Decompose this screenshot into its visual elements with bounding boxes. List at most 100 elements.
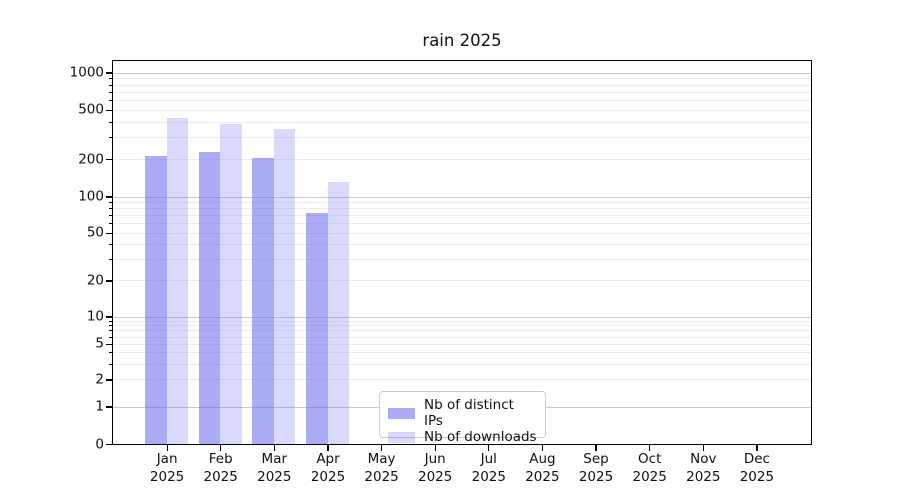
gridline-minor [113,109,811,111]
y-tick-label: 1000 [69,64,104,81]
gridline-minor [113,159,811,161]
gridline-minor [113,202,811,203]
x-tick-mark [756,445,758,451]
y-tick-label: 0 [95,435,104,452]
y-tick-mark [106,406,113,408]
gridline-minor [113,280,811,282]
gridline-minor [113,223,811,225]
y-minor-tick-mark [109,325,113,327]
bar-nb-of-downloads [220,123,242,444]
x-tick-label: May 2025 [340,451,424,486]
x-tick-mark [649,445,651,451]
x-tick-mark [381,445,383,451]
y-tick-mark [106,379,113,381]
y-tick-mark [106,443,113,446]
x-tick-label-year: 2025 [203,468,238,485]
y-minor-tick-mark [109,330,113,332]
bar-nb-of-downloads [273,128,296,444]
x-tick-mark [220,445,222,451]
y-tick-label: 50 [86,224,104,241]
x-tick-label-year: 2025 [632,468,667,485]
x-tick-label: Jan 2025 [125,451,209,486]
x-tick-mark [702,445,704,451]
x-tick-label-year: 2025 [418,468,453,485]
x-tick-label-year: 2025 [149,468,185,485]
x-tick-label: Nov 2025 [661,451,745,486]
x-tick-label-month: Apr [316,451,340,467]
gridline-minor [113,352,811,354]
legend-label: Nb of downloads [424,429,537,445]
y-minor-tick-mark [109,259,113,261]
gridline-minor [113,215,811,217]
gridline-minor [113,363,811,365]
x-tick-label: Apr 2025 [286,451,370,486]
gridline-minor [113,78,811,80]
gridline-minor [113,84,811,86]
gridline-major [113,196,811,198]
y-minor-tick-mark [109,223,113,225]
x-tick-label-month: Oct [638,451,662,467]
y-minor-tick-mark [109,244,113,246]
gridline-minor [113,100,811,101]
legend-swatch-nb-of-downloads [388,431,415,443]
x-tick-label-month: Sep [583,451,609,467]
x-tick-label-month: Dec [743,451,770,467]
chart-title: rain 2025 [422,31,502,50]
gridline-minor [113,208,811,210]
legend-entry: Nb of downloads [388,429,537,445]
y-tick-label: 2 [95,371,104,388]
y-tick-mark [106,196,113,198]
y-minor-tick-mark [109,215,113,217]
x-tick-label: Feb 2025 [179,451,263,486]
y-minor-tick-mark [109,100,113,101]
y-tick-label: 10 [86,308,104,325]
x-tick-label: Dec 2025 [715,451,799,486]
gridline-minor [113,91,811,93]
legend-entry: Nb of distinct IPs [388,397,537,429]
bar-nb-of-distinct-ips [145,156,167,444]
bar-nb-of-distinct-ips [252,158,274,444]
y-tick-label: 500 [78,101,104,118]
x-tick-label-year: 2025 [471,468,506,485]
gridline-minor [113,336,811,338]
y-tick-mark [106,343,113,345]
x-tick-label-year: 2025 [578,468,614,485]
x-tick-label: Aug 2025 [500,451,584,486]
x-tick-label-month: Feb [208,451,233,467]
y-tick-mark [106,72,113,74]
x-tick-mark [327,445,329,451]
x-tick-label: Sep 2025 [554,451,638,486]
gridline-minor [113,244,811,246]
y-minor-tick-mark [109,208,113,210]
x-tick-label-month: Jan [156,451,178,467]
x-tick-label: Jul 2025 [447,451,531,486]
y-tick-mark [106,109,113,111]
y-tick-mark [106,280,113,282]
gridline-major [113,72,811,74]
gridline-minor [113,232,811,234]
y-minor-tick-mark [109,320,113,322]
bar-nb-of-downloads [327,182,349,444]
x-tick-mark [273,445,275,451]
x-tick-label-year: 2025 [257,468,292,485]
y-minor-tick-mark [109,137,113,139]
x-tick-label-month: Jun [424,451,446,467]
plot-area [112,60,812,445]
x-tick-mark [434,445,436,451]
x-tick-mark [166,445,168,451]
bar-nb-of-distinct-ips [198,152,221,444]
y-minor-tick-mark [109,91,113,93]
bar-nb-of-distinct-ips [306,213,328,444]
x-tick-label: Jun 2025 [393,451,477,486]
gridline-minor [113,137,811,139]
y-minor-tick-mark [109,121,113,123]
y-minor-tick-mark [109,84,113,86]
x-tick-label-year: 2025 [739,468,775,485]
x-tick-label-year: 2025 [364,468,399,485]
y-tick-mark [106,159,113,161]
y-minor-tick-mark [109,202,113,203]
x-tick-mark [595,445,597,451]
gridline-minor [113,259,811,261]
x-tick-label-month: Jul [480,451,497,467]
